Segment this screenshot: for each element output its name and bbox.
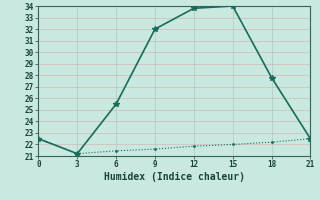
X-axis label: Humidex (Indice chaleur): Humidex (Indice chaleur) [104, 172, 245, 182]
